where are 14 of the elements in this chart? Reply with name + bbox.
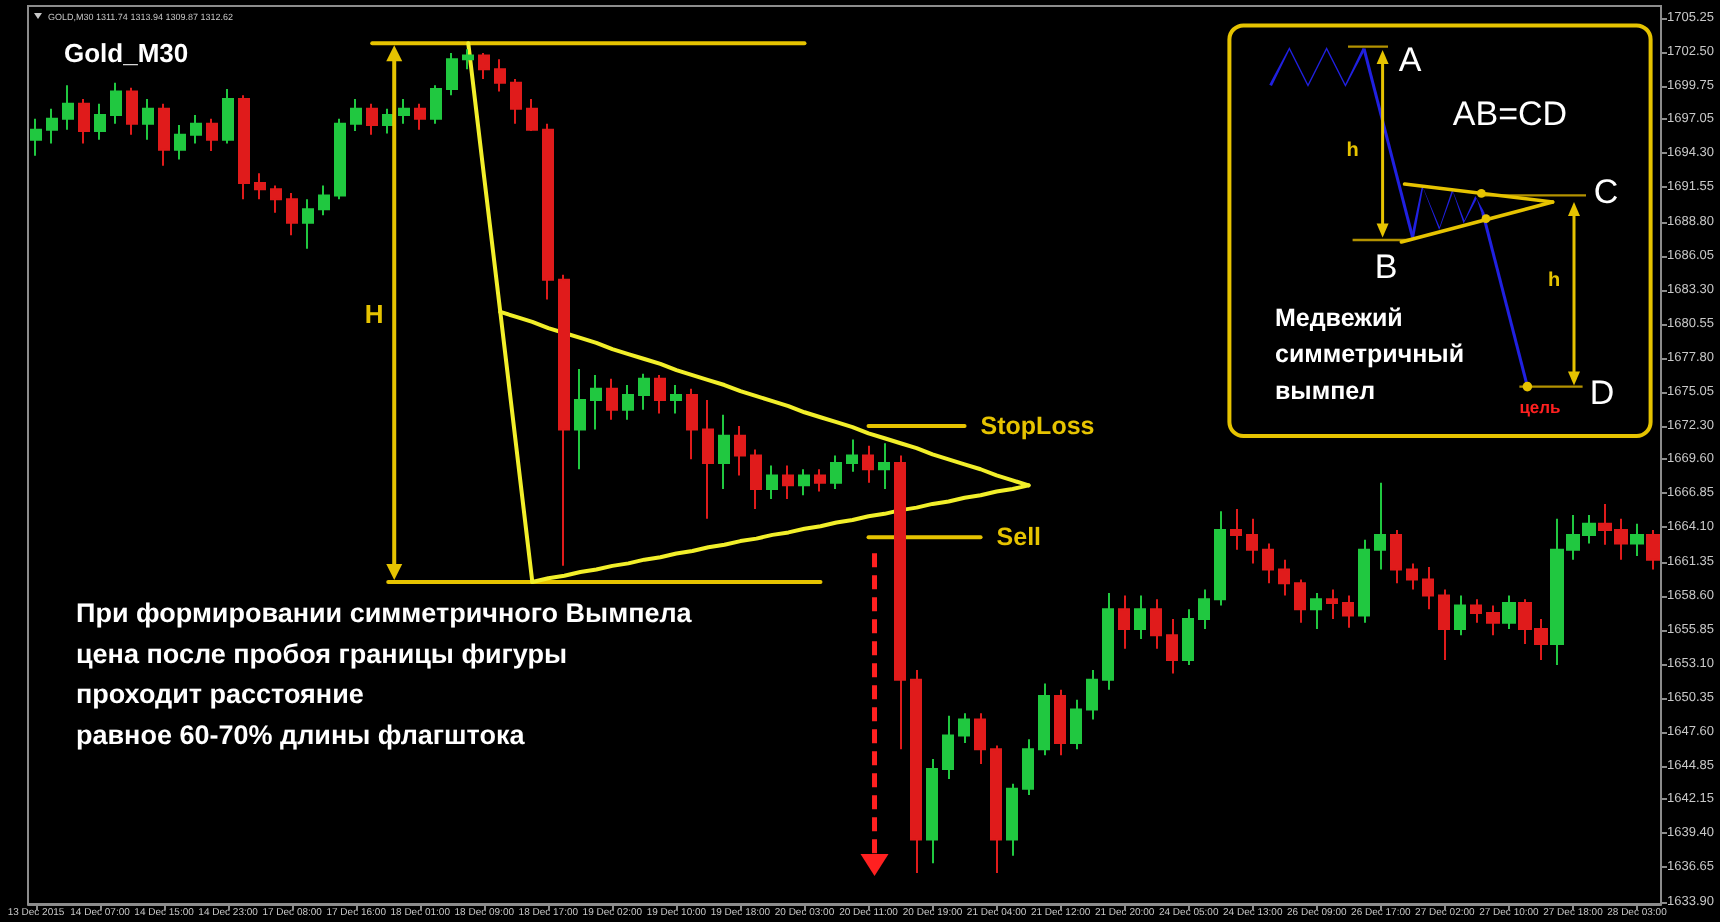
series-label: StopLoss — [980, 411, 1095, 440]
annotation: AB=CD — [1452, 95, 1568, 133]
annotation: H — [364, 298, 384, 329]
annotation: A — [1398, 41, 1423, 79]
series-label: Sell — [996, 523, 1042, 552]
annotation: h — [1547, 270, 1561, 292]
annotation: D — [1589, 374, 1615, 412]
annotation: цель — [1519, 397, 1561, 417]
annotation: При формировании симметричного Вымпела цена после пробоя границы фигуры проходит расстояние равное 60-70% длины флагштока — [76, 598, 693, 750]
annotation: C — [1593, 173, 1619, 211]
annotation: B — [1374, 248, 1398, 286]
annotation: h — [1346, 140, 1359, 162]
annotation: Медвежий симметричный вымпел — [1275, 304, 1465, 405]
text: Gold_M30 — [64, 38, 189, 68]
